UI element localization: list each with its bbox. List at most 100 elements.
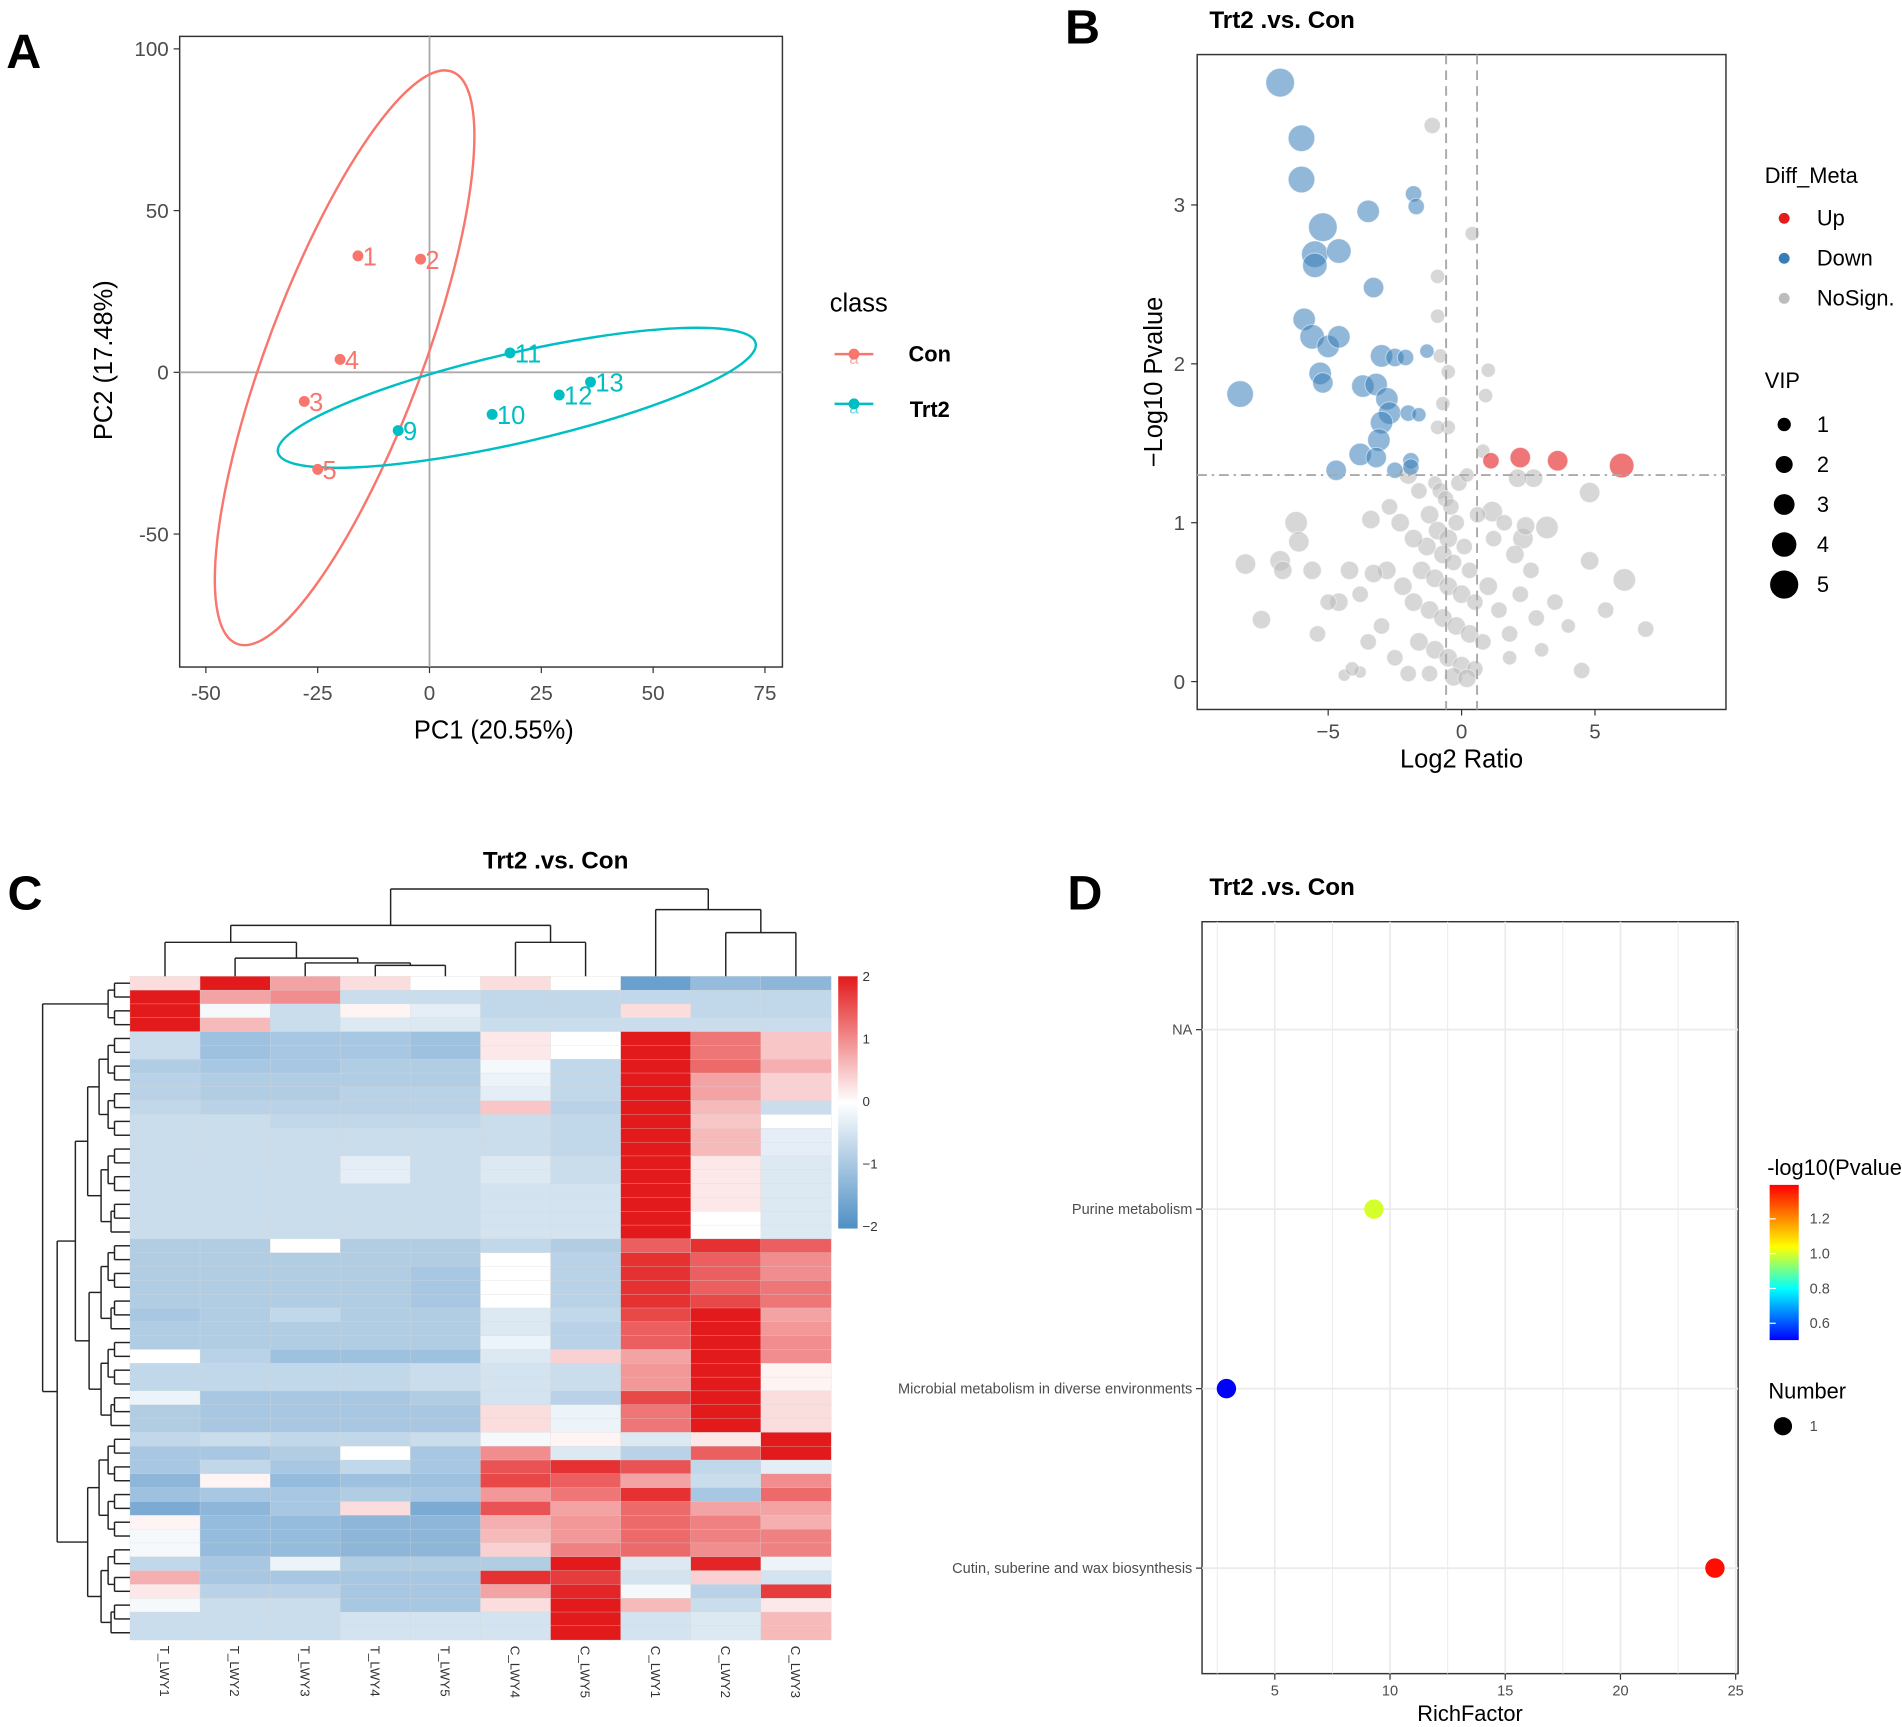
heatmap-cell [199,1459,271,1475]
heatmap-cell [410,1321,481,1337]
volcano-point-nosign [1505,544,1525,565]
volcano-point-nosign [1507,468,1528,488]
heatmap-cell [620,1031,692,1046]
heatmap-cell [410,1155,481,1171]
diff-meta-legend-label: Down [1817,246,1873,271]
heatmap-cell [340,1155,411,1171]
heatmap-cell [480,1584,552,1599]
heatmap-cell [269,1072,341,1088]
heatmap-cell [129,1446,201,1461]
heatmap-cell [620,1404,692,1420]
heatmap-cell [129,1045,201,1060]
diff-meta-legend-title: Diff_Meta [1765,163,1859,188]
heatmap-cell [760,1501,832,1516]
heatmap-cell [480,1363,552,1378]
pca-point-label: 13 [595,370,623,398]
heatmap-cell [340,1349,411,1364]
heatmap-cell [690,1059,762,1074]
heatmap-cell [269,1114,341,1129]
pca-point-2 [415,253,427,265]
heatmap-cell [690,1238,762,1254]
pvalue-colorbar [1769,1184,1799,1341]
heatmap-cell [199,1528,271,1544]
heatmap-cell [620,1528,692,1544]
heatmap-cell [690,1183,762,1198]
heatmap-cell [690,1376,762,1392]
heatmap-cell [129,1266,201,1281]
heatmap-cell [690,1100,762,1116]
heatmap-cell [340,1473,411,1489]
heatmap-cell [690,1280,762,1295]
pca-y-tick-label: 100 [134,38,168,61]
heatmap-cell [410,1528,481,1544]
number-legend-title: Number [1768,1378,1846,1403]
heatmap-cell [480,1515,552,1530]
heatmap-cell [199,1238,271,1254]
number-legend-marker [1773,1417,1793,1436]
heatmap-cell [269,1404,341,1420]
heatmap-cell [269,1418,341,1433]
heatmap-cell [550,1487,622,1502]
heatmap-cell [760,1473,832,1489]
heatmap-cell [620,1542,692,1558]
volcano-point-down [1327,325,1351,349]
heatmap-cell [199,1611,271,1627]
volcano-point-down [1411,407,1427,423]
heatmap-cell [199,1072,271,1088]
heatmap-cell [620,1487,692,1502]
heatmap-cell [129,1238,201,1254]
heatmap-cell [550,1100,622,1116]
heatmap-cell [760,1349,832,1364]
heatmap-cell [199,1584,271,1599]
enrichment-bubble-plot: Trt2 .vs. Con NA Purine metabolism Microbi… [898,874,1902,1726]
heatmap-cell [199,1252,271,1268]
panel-letter-a: A [6,25,41,79]
heatmap-cell [620,1100,692,1116]
volcano-point-nosign [1511,585,1529,603]
heatmap-cell [550,1224,622,1240]
heatmap-cell [269,1446,341,1461]
heatmap-cell [269,976,341,991]
heatmap-cell [199,1363,271,1378]
heatmap-cell [760,1404,832,1420]
pca-x-tick-label: 75 [753,682,776,705]
heatmap-cell [410,1169,481,1185]
heatmap-cell [340,1321,411,1337]
heatmap-cell [340,1376,411,1392]
heatmap-cell [199,1031,271,1046]
heatmap-cell [620,1211,692,1226]
heatmap-cell [550,1307,622,1323]
heatmap-cell [620,1515,692,1530]
heatmap-cell [690,1128,762,1143]
heatmap-cell [410,1252,481,1268]
volcano-point-up [1509,446,1531,469]
volcano-point-nosign [1390,513,1410,533]
heatmap-cell [410,1390,481,1406]
heatmap-cell [410,1072,481,1088]
heatmap-column-label: T_LWY4 [367,1646,382,1697]
heatmap-cell [620,1266,692,1281]
heatmap-cell [620,1045,692,1060]
heatmap-cell [760,1155,832,1171]
volcano-point-nosign [1393,576,1413,596]
heatmap-cell [340,1141,411,1157]
pca-legend-title: class [830,290,888,318]
heatmap-cell [410,1114,481,1129]
volcano-point-nosign [1546,593,1564,611]
heatmap-cell [620,1625,692,1641]
volcano-point-nosign [1478,388,1494,404]
heatmap-cell [550,1155,622,1171]
heatmap-cell [340,1446,411,1461]
volcano-point-up [1482,452,1500,470]
heatmap-cell [480,1390,552,1406]
heatmap-cell [550,1252,622,1268]
heatmap-cell [269,1224,341,1240]
volcano-point-nosign [1386,649,1404,667]
vip-legend-label: 5 [1817,572,1829,597]
volcano-point-nosign [1637,620,1655,638]
heatmap-cell [620,989,692,1005]
heatmap-cell [340,1404,411,1420]
volcano-point-nosign [1440,364,1456,380]
pca-x-tick-label: 50 [642,682,665,705]
heatmap-cell [690,1349,762,1364]
